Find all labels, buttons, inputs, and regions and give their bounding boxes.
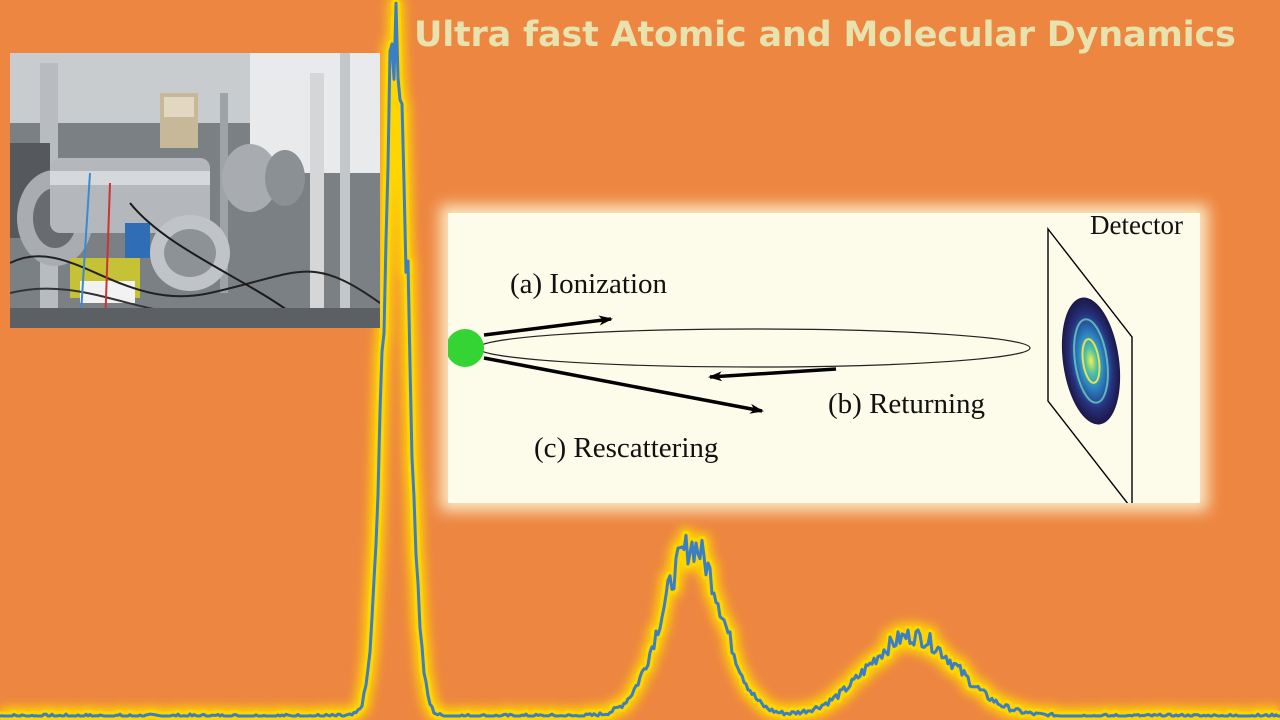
lab-apparatus-photo — [10, 53, 380, 328]
returning-arrow — [708, 367, 837, 382]
rescattering-arrow — [483, 356, 764, 414]
detector-label: Detector — [1090, 213, 1183, 240]
ionization-label: (a) Ionization — [510, 268, 668, 300]
rescattering-diagram: (a) Ionization (b) Returning (c) Rescatt… — [448, 213, 1200, 503]
returning-label: (b) Returning — [828, 388, 985, 420]
electron-trajectory — [477, 328, 1031, 368]
slide-title: Ultra fast Atomic and Molecular Dynamics — [414, 15, 1236, 55]
rescattering-label: (c) Rescattering — [534, 432, 718, 464]
atom-dot — [448, 329, 484, 367]
ionization-arrow — [483, 315, 613, 337]
